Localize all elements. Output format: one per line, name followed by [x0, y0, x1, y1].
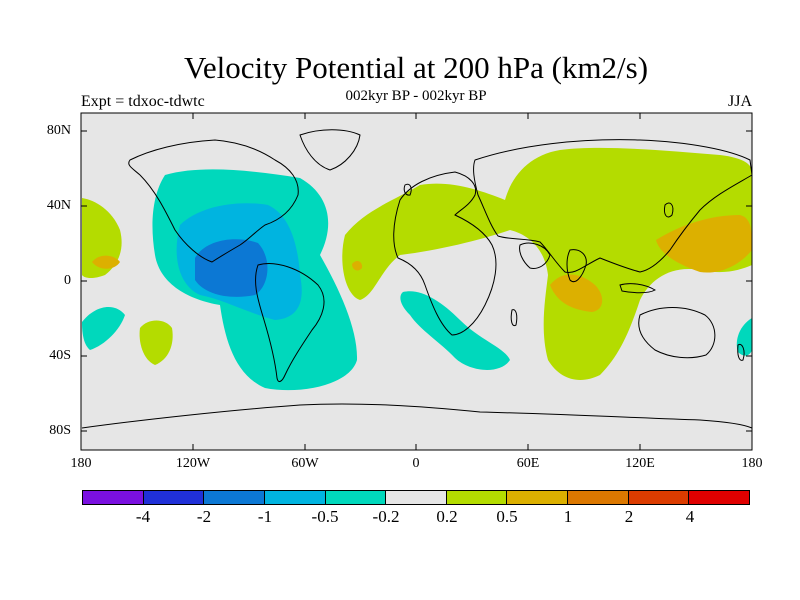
positive-anomaly-region — [82, 147, 752, 380]
lon-label-180e: 180 — [741, 456, 763, 471]
lon-label-120w: 120W — [175, 456, 211, 471]
lat-label-40s: 40S — [49, 348, 71, 363]
lon-label-120e: 120E — [625, 456, 655, 471]
lat-label-40n: 40N — [46, 198, 71, 213]
colorbar-label: 1 — [563, 507, 573, 526]
contour-plus-0.5 — [352, 261, 363, 271]
contour-minus-0.2 — [736, 318, 752, 356]
contour-minus-0.2 — [400, 291, 510, 370]
lat-label-0: 0 — [64, 273, 71, 288]
colorbar-swatch — [689, 491, 750, 504]
coastlines — [81, 129, 753, 429]
lat-label-80n: 80N — [46, 123, 71, 138]
lon-label-60e: 60E — [516, 456, 540, 471]
lon-label-0: 0 — [412, 456, 420, 471]
colorbar — [82, 490, 750, 505]
colorbar-label: -0.5 — [311, 507, 339, 526]
colorbar-label: -2 — [196, 507, 212, 526]
colorbar-label: 4 — [685, 507, 695, 526]
colorbar-label: -4 — [135, 507, 151, 526]
contour-plus-0.2 — [342, 147, 752, 380]
lon-label-60w: 60W — [291, 456, 319, 471]
map-subtitle: 002kyr BP - 002kyr BP — [345, 88, 487, 104]
colorbar-swatch — [386, 491, 447, 504]
season-label: JJA — [727, 93, 752, 110]
colorbar-label: 2 — [624, 507, 634, 526]
contour-plus-0.2 — [139, 320, 173, 365]
lon-label-180w: 180 — [70, 456, 92, 471]
contour-plus-0.5 — [550, 274, 603, 312]
contour-minus-1 — [195, 239, 268, 297]
colorbar-swatch — [143, 491, 205, 504]
colorbar-label: 0.5 — [496, 507, 518, 526]
colorbar-swatch — [325, 491, 387, 504]
negative-anomaly-region — [82, 169, 752, 391]
colorbar-swatch — [446, 491, 508, 504]
contour-minus-0.2 — [82, 306, 125, 350]
colorbar-swatch — [204, 491, 265, 504]
colorbar-swatch — [568, 491, 629, 504]
contour-plus-0.5 — [92, 255, 120, 269]
colorbar-swatch — [507, 491, 569, 504]
colorbar-label: -1 — [257, 507, 273, 526]
colorbar-label: -0.2 — [372, 507, 400, 526]
map-title: Velocity Potential at 200 hPa (km2/s) — [183, 50, 649, 85]
colorbar-swatch — [264, 491, 326, 504]
colorbar-label: 0.2 — [436, 507, 458, 526]
colorbar-swatch — [83, 491, 144, 504]
experiment-label: Expt = tdxoc-tdwtc — [81, 93, 205, 110]
axis-ticks — [81, 113, 752, 450]
contour-plus-0.5 — [656, 215, 752, 273]
lat-label-80s: 80S — [49, 423, 71, 438]
colorbar-swatch — [628, 491, 690, 504]
